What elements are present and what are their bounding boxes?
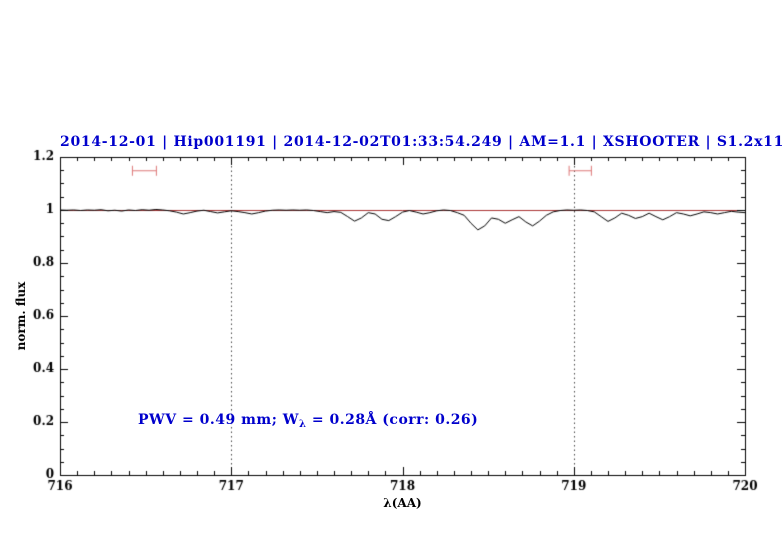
pwv-annotation: PWV = 0.49 mm; Wλ = 0.28Å (corr: 0.26) [138, 412, 478, 430]
plot-title: 2014-12-01 | Hip001191 | 2014-12-02T01:3… [60, 134, 782, 150]
y-axis-label: norm. flux [14, 281, 28, 351]
pwv-annotation-suffix: = 0.28Å (corr: 0.26) [306, 412, 479, 428]
x-axis-label: λ(AA) [383, 496, 422, 510]
pwv-annotation-prefix: PWV = 0.49 mm; W [138, 412, 299, 428]
pwv-annotation-subscript: λ [298, 419, 307, 430]
